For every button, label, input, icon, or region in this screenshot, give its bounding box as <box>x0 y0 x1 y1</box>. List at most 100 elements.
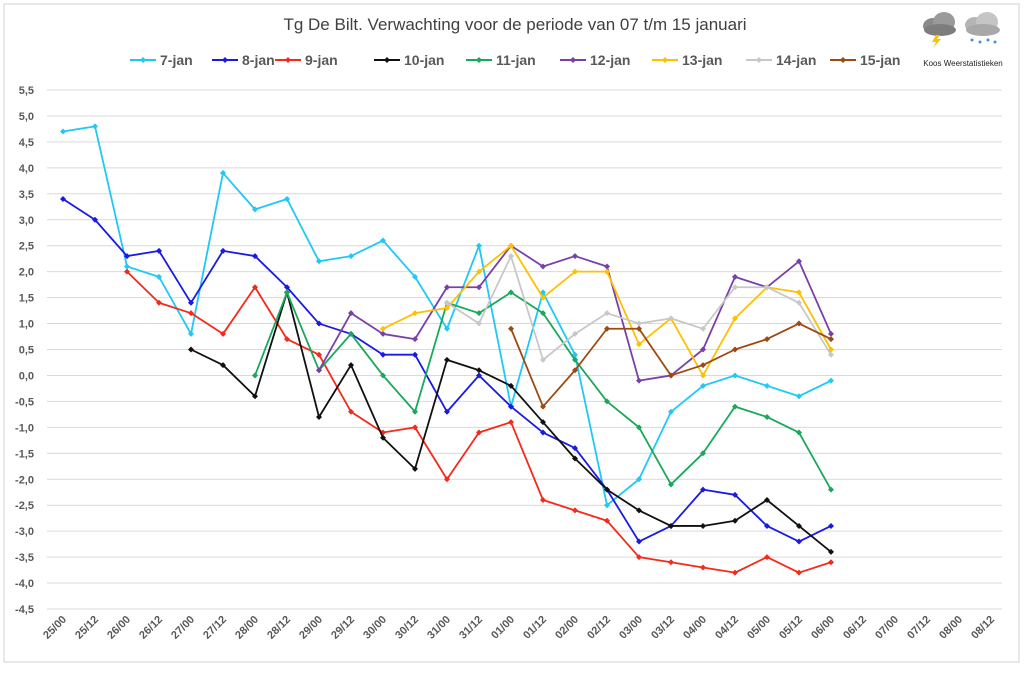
legend-item: 13-jan <box>652 52 722 68</box>
data-point <box>796 569 802 576</box>
data-point <box>764 382 770 389</box>
data-point <box>380 372 386 379</box>
data-point <box>508 382 514 389</box>
legend-marker <box>476 57 482 63</box>
legend-marker <box>570 57 576 63</box>
y-tick-label: -1,5 <box>15 448 34 460</box>
data-point <box>444 299 450 306</box>
data-point <box>284 284 290 291</box>
legend-item: 14-jan <box>746 52 816 68</box>
data-point <box>732 284 738 291</box>
data-point <box>540 294 546 301</box>
data-point <box>764 497 770 504</box>
data-point <box>668 372 674 379</box>
y-axis-ticks: -4,5 -4,0 -3,5 -3,0 -2,5 -2,0 -1,5 -1,0 -0,5 0,0 0… <box>15 85 34 616</box>
y-tick-label: 1,5 <box>19 293 34 305</box>
data-point <box>444 476 450 483</box>
data-point <box>412 465 418 472</box>
data-point <box>348 330 354 337</box>
data-point <box>796 299 802 306</box>
legend-item: 15-jan <box>830 52 900 68</box>
data-point <box>252 253 258 260</box>
data-point <box>796 538 802 545</box>
series-7-jan <box>60 123 834 509</box>
legend: 7-jan 8-jan 9-jan 10-jan 11-jan 12-jan 13-jan 1… <box>130 52 900 68</box>
legend-marker <box>662 57 668 63</box>
thunderstorm-cloud-icon <box>923 12 956 48</box>
data-point <box>124 253 130 260</box>
data-point <box>636 476 642 483</box>
data-point <box>476 284 482 291</box>
data-point <box>732 372 738 379</box>
data-point <box>540 310 546 317</box>
data-point <box>60 195 66 202</box>
data-point <box>220 330 226 337</box>
chart-border <box>3 3 1020 663</box>
legend-label: 9-jan <box>305 52 338 68</box>
legend-label: 13-jan <box>682 52 722 68</box>
data-point <box>508 253 514 260</box>
data-point <box>220 247 226 254</box>
data-point <box>796 289 802 296</box>
data-point <box>444 304 450 311</box>
data-point <box>284 336 290 343</box>
data-point <box>444 325 450 332</box>
data-point <box>380 351 386 358</box>
data-point <box>476 310 482 317</box>
data-point <box>316 413 322 420</box>
data-point <box>444 408 450 415</box>
data-point <box>380 330 386 337</box>
y-tick-label: -3,0 <box>15 526 34 538</box>
data-point <box>604 325 610 332</box>
data-point <box>412 424 418 431</box>
series-12-jan <box>316 242 834 384</box>
data-point <box>188 310 194 317</box>
data-point <box>252 393 258 400</box>
data-point <box>828 522 834 529</box>
data-point <box>668 408 674 415</box>
data-point <box>732 315 738 322</box>
y-tick-label: 4,0 <box>19 163 34 175</box>
data-point <box>508 325 514 332</box>
rain-snow-cloud-icon <box>965 12 1000 44</box>
data-point <box>124 263 130 270</box>
data-point <box>604 310 610 317</box>
data-point <box>828 548 834 555</box>
data-point <box>732 491 738 498</box>
data-point <box>732 273 738 280</box>
y-tick-label: -0,5 <box>15 396 34 408</box>
data-point <box>636 341 642 348</box>
legend-item: 9-jan <box>275 52 338 68</box>
data-point <box>604 398 610 405</box>
data-point <box>540 356 546 363</box>
legend-marker <box>222 57 228 63</box>
y-tick-label: -2,0 <box>15 474 34 486</box>
y-tick-label: 3,5 <box>19 189 34 201</box>
series-9-jan <box>124 268 834 576</box>
y-tick-label: 4,5 <box>19 137 34 149</box>
data-point <box>252 372 258 379</box>
series-group <box>60 123 834 576</box>
data-point <box>700 382 706 389</box>
data-point <box>540 497 546 504</box>
legend-marker <box>840 57 846 63</box>
data-point <box>572 356 578 363</box>
data-point <box>252 206 258 213</box>
data-point <box>572 455 578 462</box>
data-point <box>764 336 770 343</box>
legend-label: 7-jan <box>160 52 193 68</box>
data-point <box>252 284 258 291</box>
data-point <box>316 367 322 374</box>
data-point <box>540 403 546 410</box>
data-point <box>700 564 706 571</box>
data-point <box>60 128 66 135</box>
legend-label: 11-jan <box>496 52 536 68</box>
data-point <box>572 445 578 452</box>
legend-label: 15-jan <box>860 52 900 68</box>
data-point <box>572 268 578 275</box>
chart-title: Tg De Bilt. Verwachting voor de periode … <box>283 15 746 34</box>
data-point <box>92 216 98 223</box>
y-tick-label: 5,0 <box>19 111 34 123</box>
